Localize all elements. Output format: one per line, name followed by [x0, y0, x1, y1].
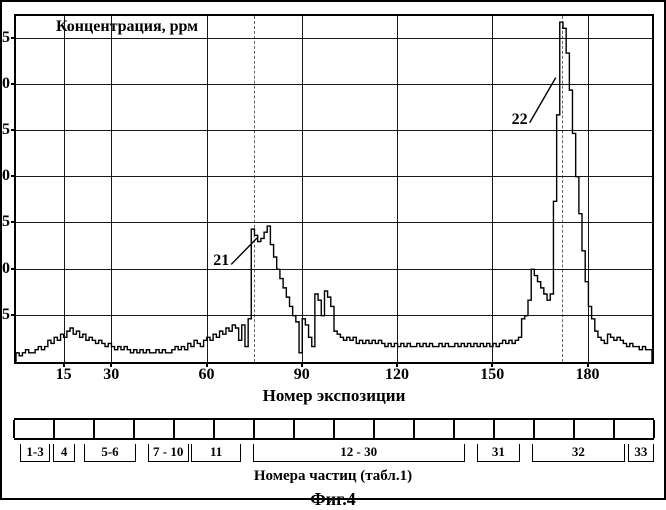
segment-label: 33: [632, 444, 649, 460]
annotation-leader: [16, 16, 651, 361]
chart-area: Концентрация, ррм Номер экспозиции 15304…: [14, 14, 654, 364]
x-tick-label: 60: [199, 366, 215, 384]
segment-label: 5-6: [99, 444, 120, 460]
segment-label: 7 - 10: [151, 444, 185, 460]
segment-label: 32: [570, 444, 587, 460]
x-tick-label: 120: [385, 366, 409, 384]
segment-label: 11: [208, 444, 224, 460]
x-tick-label: 15: [56, 366, 72, 384]
figure-container: Концентрация, ррм Номер экспозиции 15304…: [0, 0, 666, 500]
x-tick-label: 90: [294, 366, 310, 384]
x-tick-label: 150: [480, 366, 504, 384]
secondary-axis: 1-3 4 5-6 7 - 10 11 12 - 30 31 32 33: [14, 444, 654, 466]
x-tick-label: 30: [103, 366, 119, 384]
segment-label: 31: [490, 444, 507, 460]
x-axis-label: Номер экспозиции: [263, 386, 406, 406]
segment-label: 1-3: [24, 444, 45, 460]
x-tick-label: 180: [576, 366, 600, 384]
secondary-axis-label: Номера частиц (табл.1): [14, 468, 652, 485]
segment-label: 12 - 30: [338, 444, 379, 460]
segment-label: 4: [59, 444, 70, 460]
x-lower-tickbar: [14, 418, 654, 440]
